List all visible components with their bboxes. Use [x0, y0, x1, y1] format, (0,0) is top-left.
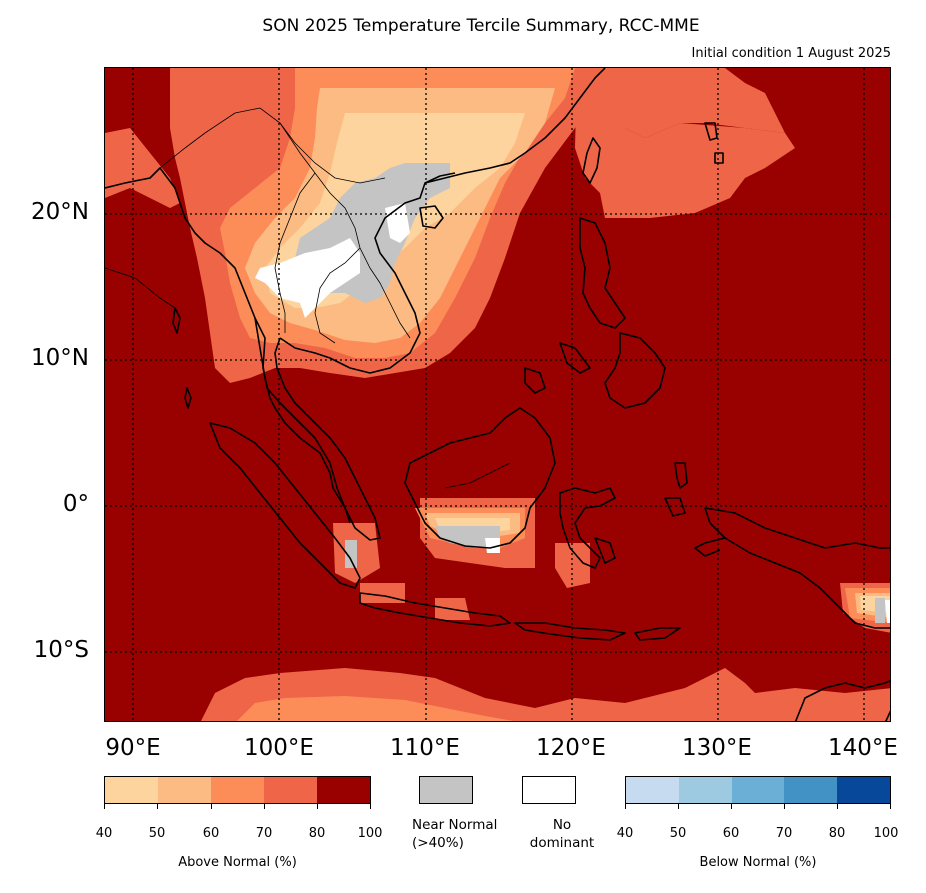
no-dominant-label: No dominant	[515, 816, 609, 852]
above-normal-colorbar	[104, 776, 371, 804]
lon-label-100e: 100°E	[244, 735, 314, 761]
below-tick-100: 100	[873, 826, 899, 841]
near-normal-label: Near Normal (>40%)	[412, 816, 528, 852]
above-tick-80: 80	[308, 826, 326, 841]
map-panel	[104, 67, 891, 722]
no-dominant-label-line1: No	[552, 817, 572, 833]
below-70-80-swatch	[784, 777, 838, 803]
above-40-50-swatch	[105, 777, 158, 803]
above-tick-50: 50	[148, 826, 166, 841]
below-60-70-swatch	[731, 777, 785, 803]
below-tick-80: 80	[828, 826, 846, 841]
above-normal-title: Above Normal (%)	[178, 855, 297, 870]
below-tick-60: 60	[722, 826, 740, 841]
above-60-70-swatch	[211, 777, 264, 803]
map-title: SON 2025 Temperature Tercile Summary, RC…	[262, 16, 700, 36]
lat-label-20n: 20°N	[31, 199, 89, 225]
near-normal-label-line2: (>40%)	[412, 835, 464, 851]
above-50-60-swatch	[158, 777, 211, 803]
below-tick-40: 40	[616, 826, 634, 841]
above-tick-40: 40	[95, 826, 113, 841]
below-80-100-swatch	[837, 777, 890, 803]
above-tick-100: 100	[357, 826, 383, 841]
below-normal-colorbar	[625, 776, 891, 804]
above-70-80-swatch	[264, 777, 317, 803]
below-tick-70: 70	[775, 826, 793, 841]
coastlines	[105, 68, 890, 721]
below-50-60-swatch	[678, 777, 732, 803]
no-dominant-label-line2: dominant	[529, 835, 595, 851]
lat-label-10s: 10°S	[33, 637, 89, 663]
lat-label-10n: 10°N	[31, 345, 89, 371]
above-tick-60: 60	[202, 826, 220, 841]
lon-label-90e: 90°E	[105, 735, 161, 761]
map-canvas	[105, 68, 890, 721]
graticule	[105, 68, 890, 721]
near-normal-swatch	[419, 776, 473, 804]
below-tick-50: 50	[669, 826, 687, 841]
country-borders	[105, 107, 511, 489]
no-dominant-swatch	[522, 776, 576, 804]
below-normal-title: Below Normal (%)	[699, 855, 817, 870]
map-subtitle: Initial condition 1 August 2025	[691, 46, 891, 61]
above-tick-70: 70	[255, 826, 273, 841]
lat-label-0: 0°	[62, 491, 89, 517]
near-normal-label-line1: Near Normal	[412, 817, 498, 833]
lon-label-110e: 110°E	[390, 735, 460, 761]
lon-label-120e: 120°E	[536, 735, 606, 761]
lon-label-130e: 130°E	[682, 735, 752, 761]
below-40-50-swatch	[626, 777, 679, 803]
above-80-100-swatch	[317, 777, 370, 803]
lon-label-140e: 140°E	[828, 735, 898, 761]
